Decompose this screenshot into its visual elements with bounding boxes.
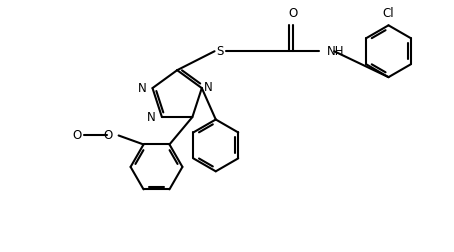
Text: O: O	[104, 129, 113, 142]
Text: N: N	[138, 82, 147, 94]
Text: O: O	[72, 129, 81, 142]
Text: NH: NH	[327, 45, 344, 58]
Text: S: S	[216, 45, 223, 58]
Text: Cl: Cl	[383, 7, 395, 20]
Text: N: N	[147, 111, 156, 123]
Text: O: O	[288, 7, 297, 20]
Text: N: N	[204, 81, 213, 93]
